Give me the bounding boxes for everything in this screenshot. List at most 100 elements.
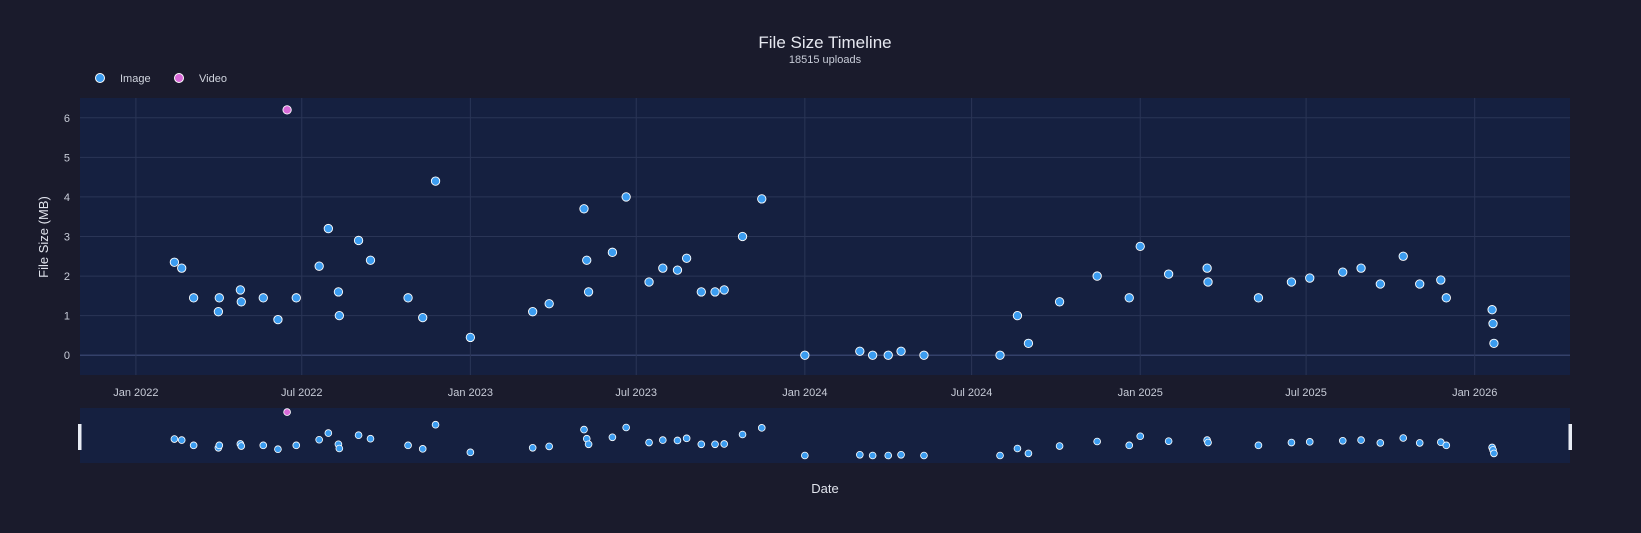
data-point-image[interactable] xyxy=(465,332,476,343)
slider-point-image xyxy=(1399,434,1408,442)
data-point-image[interactable] xyxy=(236,297,246,307)
data-point-image[interactable] xyxy=(757,194,767,204)
data-point-image[interactable] xyxy=(681,253,692,263)
legend-marker-video xyxy=(174,73,184,83)
data-point-image[interactable] xyxy=(430,176,441,186)
scatter-points xyxy=(169,105,1499,360)
y-tick-label: 3 xyxy=(64,232,70,244)
data-point-image[interactable] xyxy=(333,287,344,297)
data-point-image[interactable] xyxy=(607,247,618,257)
legend-item-image[interactable]: Image xyxy=(95,73,151,85)
data-point-image[interactable] xyxy=(1356,263,1366,273)
data-point-image[interactable] xyxy=(583,287,594,297)
data-point-image[interactable] xyxy=(323,223,333,234)
data-point-image[interactable] xyxy=(1338,267,1348,277)
data-point-image[interactable] xyxy=(710,287,720,297)
range-slider[interactable] xyxy=(78,408,1572,463)
data-point-image[interactable] xyxy=(314,261,324,271)
slider-point-image xyxy=(1490,449,1498,458)
data-point-image[interactable] xyxy=(1488,318,1498,329)
data-point-image[interactable] xyxy=(1305,273,1315,283)
slider-point-image xyxy=(189,441,198,450)
range-slider-right-handle[interactable] xyxy=(1568,424,1573,450)
slider-point-image xyxy=(856,450,864,459)
slider-point-image xyxy=(884,451,893,460)
legend: Image Video xyxy=(95,73,227,85)
data-point-image[interactable] xyxy=(353,235,364,246)
data-point-image[interactable] xyxy=(1375,279,1385,289)
slider-point-image xyxy=(1013,444,1022,453)
data-point-image[interactable] xyxy=(1253,293,1264,303)
data-point-image[interactable] xyxy=(213,307,224,317)
data-point-image[interactable] xyxy=(418,312,428,323)
data-point-image[interactable] xyxy=(1054,297,1065,307)
legend-label-image: Image xyxy=(120,73,151,85)
data-point-image[interactable] xyxy=(1441,293,1451,303)
data-point-image[interactable] xyxy=(1487,305,1497,315)
slider-point-image xyxy=(237,442,246,450)
data-point-image[interactable] xyxy=(896,346,906,356)
data-point-image[interactable] xyxy=(258,293,268,303)
data-point-image[interactable] xyxy=(855,346,865,356)
data-point-image[interactable] xyxy=(544,299,554,309)
data-point-image[interactable] xyxy=(582,255,592,265)
data-point-image[interactable] xyxy=(403,293,413,303)
data-point-image[interactable] xyxy=(214,293,224,303)
slider-point-image xyxy=(1164,437,1173,445)
data-point-image[interactable] xyxy=(1092,271,1102,281)
data-point-image[interactable] xyxy=(719,285,729,295)
data-point-image[interactable] xyxy=(235,285,246,295)
y-axis-ticks: 0 1 2 3 4 5 6 xyxy=(64,113,70,362)
slider-point-image xyxy=(366,434,375,443)
data-point-image[interactable] xyxy=(1286,277,1297,287)
data-point-image[interactable] xyxy=(1202,263,1212,273)
y-tick-label: 1 xyxy=(64,311,70,323)
slider-point-image xyxy=(315,435,323,444)
data-point-image[interactable] xyxy=(528,307,538,317)
data-point-image[interactable] xyxy=(1203,277,1213,287)
data-point-image[interactable] xyxy=(883,350,893,360)
data-point-image[interactable] xyxy=(1124,293,1134,303)
slider-point-image xyxy=(697,440,706,449)
data-point-image[interactable] xyxy=(1135,241,1145,252)
data-point-image[interactable] xyxy=(696,287,706,297)
data-point-image[interactable] xyxy=(658,263,668,273)
data-point-image[interactable] xyxy=(169,257,180,267)
data-point-video[interactable] xyxy=(282,105,292,115)
x-axis-title: Date xyxy=(811,481,838,496)
legend-item-video[interactable]: Video xyxy=(174,73,227,85)
data-point-image[interactable] xyxy=(1415,279,1425,289)
slider-point-image xyxy=(528,443,537,452)
data-point-image[interactable] xyxy=(188,293,199,303)
data-point-image[interactable] xyxy=(621,192,631,202)
data-point-image[interactable] xyxy=(273,314,283,325)
data-point-image[interactable] xyxy=(1163,269,1174,279)
slider-point-image xyxy=(466,448,475,457)
data-point-image[interactable] xyxy=(579,204,589,214)
data-point-image[interactable] xyxy=(919,350,929,360)
data-point-image[interactable] xyxy=(1023,338,1034,348)
y-tick-label: 5 xyxy=(64,152,70,164)
data-point-image[interactable] xyxy=(291,293,301,303)
range-slider-track[interactable] xyxy=(80,408,1570,463)
slider-point-image xyxy=(1357,436,1365,444)
data-point-image[interactable] xyxy=(1398,251,1408,261)
data-point-image[interactable] xyxy=(868,350,878,360)
data-point-image[interactable] xyxy=(737,231,748,242)
data-point-image[interactable] xyxy=(672,265,683,275)
data-point-image[interactable] xyxy=(800,350,810,360)
chart-title: File Size Timeline xyxy=(758,33,891,52)
data-point-image[interactable] xyxy=(995,350,1005,360)
chart-subtitle: 18515 uploads xyxy=(789,54,862,66)
data-point-image[interactable] xyxy=(1489,338,1499,348)
x-tick-label: Jul 2023 xyxy=(615,387,657,399)
data-point-image[interactable] xyxy=(334,310,344,321)
range-slider-left-handle[interactable] xyxy=(78,424,82,450)
data-point-image[interactable] xyxy=(644,277,654,287)
y-tick-label: 4 xyxy=(64,192,70,204)
data-point-image[interactable] xyxy=(177,263,187,273)
data-point-image[interactable] xyxy=(1436,275,1446,285)
data-point-image[interactable] xyxy=(365,255,376,265)
slider-point-image xyxy=(215,441,224,450)
data-point-image[interactable] xyxy=(1012,310,1023,321)
